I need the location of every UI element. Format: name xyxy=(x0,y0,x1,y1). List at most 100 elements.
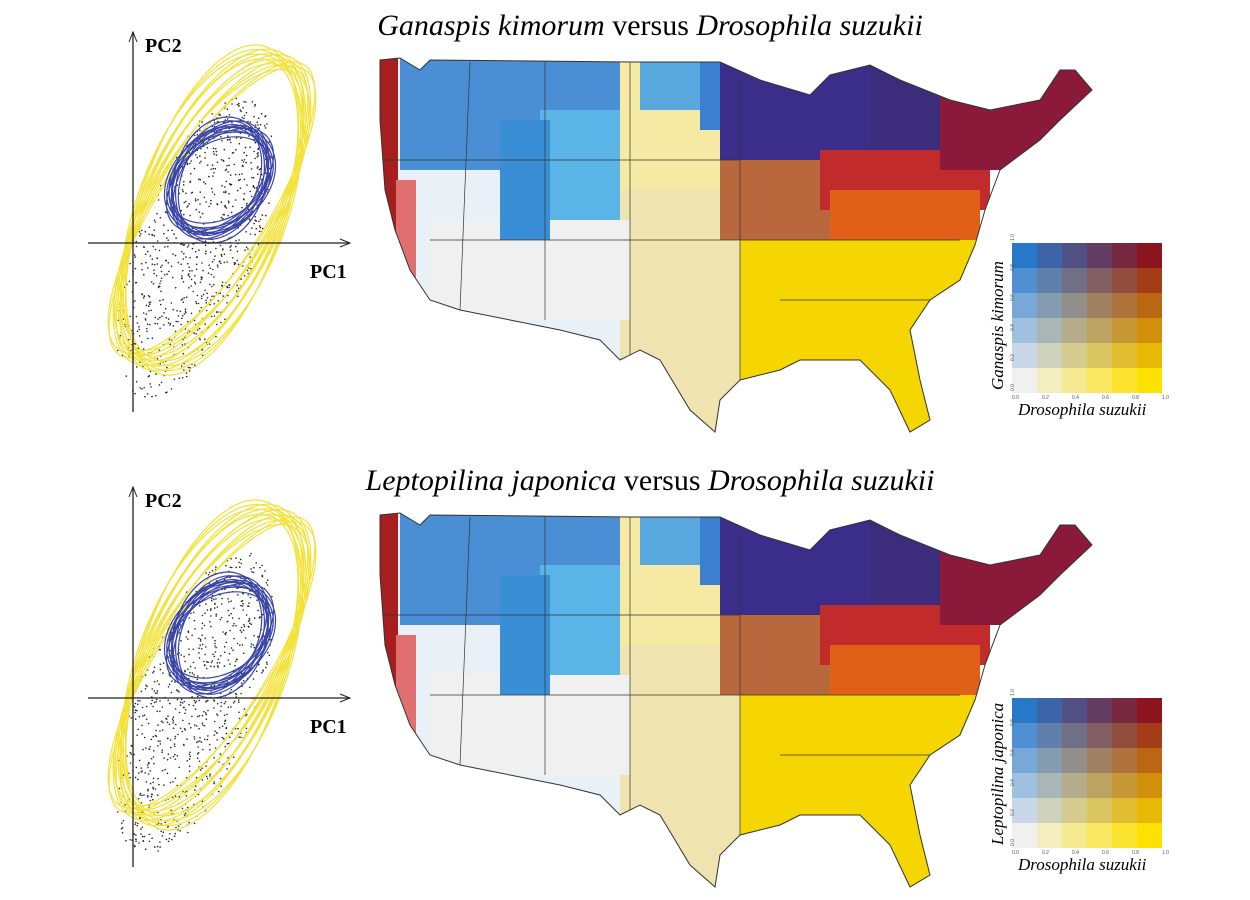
point xyxy=(238,104,240,107)
point xyxy=(149,370,152,373)
point xyxy=(169,343,171,346)
point xyxy=(212,150,215,153)
legend-cell xyxy=(1062,243,1087,268)
point xyxy=(211,285,213,288)
point xyxy=(135,834,137,836)
point xyxy=(220,253,223,256)
point xyxy=(178,691,180,693)
point xyxy=(215,598,217,600)
legend-cell xyxy=(1087,773,1112,798)
legend-cell xyxy=(1087,723,1112,748)
point xyxy=(152,788,154,790)
point xyxy=(251,227,253,229)
point xyxy=(250,168,253,170)
point xyxy=(136,366,138,368)
point xyxy=(215,247,217,250)
legend-cell xyxy=(1087,343,1112,368)
point xyxy=(156,358,159,360)
point xyxy=(134,300,136,302)
point xyxy=(166,391,168,394)
point xyxy=(130,717,133,719)
point xyxy=(152,283,155,285)
point xyxy=(167,753,170,755)
point xyxy=(253,150,255,153)
point xyxy=(219,655,222,657)
point xyxy=(259,616,261,618)
point xyxy=(134,267,137,270)
point xyxy=(198,652,200,654)
point xyxy=(181,344,184,346)
point xyxy=(198,249,200,251)
niche-ellipse xyxy=(112,508,312,822)
point xyxy=(156,680,159,682)
point xyxy=(130,349,132,352)
point xyxy=(213,121,216,124)
point xyxy=(196,715,199,718)
point xyxy=(246,269,249,272)
point xyxy=(188,203,190,205)
legend-x-tick: 0.0 xyxy=(1012,850,1019,856)
point xyxy=(239,109,242,111)
niche-ellipse xyxy=(113,68,311,352)
point xyxy=(223,214,226,216)
point xyxy=(187,244,190,246)
point xyxy=(172,781,174,783)
point xyxy=(265,661,268,664)
point xyxy=(194,724,196,726)
point xyxy=(247,120,249,123)
point xyxy=(190,726,192,729)
point xyxy=(162,662,165,664)
point xyxy=(166,273,168,275)
point xyxy=(227,135,229,137)
point xyxy=(172,325,175,327)
point xyxy=(181,269,184,272)
legend-y-tick: 0.8 xyxy=(1010,719,1016,726)
point xyxy=(213,607,216,609)
point xyxy=(220,135,222,138)
point xyxy=(139,794,141,796)
point xyxy=(252,185,255,187)
legend-cell xyxy=(1012,823,1037,848)
legend-cell xyxy=(1137,293,1162,318)
point xyxy=(245,713,248,716)
legend-cell xyxy=(1137,773,1162,798)
point xyxy=(238,711,240,714)
point xyxy=(249,146,251,148)
legend-x-tick: 0.0 xyxy=(1012,395,1019,401)
point xyxy=(158,683,160,685)
point xyxy=(235,148,237,151)
point xyxy=(218,260,221,263)
point xyxy=(188,753,191,756)
point xyxy=(177,315,180,317)
point xyxy=(184,712,186,715)
point xyxy=(263,125,266,127)
point xyxy=(228,652,231,655)
point xyxy=(194,199,197,202)
point xyxy=(145,313,148,315)
point xyxy=(245,727,248,730)
point xyxy=(258,225,261,227)
legend-x-tick: 1.0 xyxy=(1162,395,1169,401)
point xyxy=(190,612,192,615)
point xyxy=(149,303,151,306)
niche-ellipse xyxy=(107,66,317,354)
legend-cell xyxy=(1137,698,1162,723)
legend-cell xyxy=(1062,723,1087,748)
point xyxy=(261,574,264,577)
arrow xyxy=(339,693,352,703)
point xyxy=(199,638,202,641)
point xyxy=(160,720,163,723)
point xyxy=(249,256,251,258)
point xyxy=(239,187,242,189)
legend-cell xyxy=(1112,798,1137,823)
map-region xyxy=(380,513,398,887)
point xyxy=(214,168,217,170)
point xyxy=(228,601,230,603)
legend-cell xyxy=(1062,268,1087,293)
point xyxy=(183,700,186,703)
point xyxy=(141,835,144,838)
point xyxy=(135,315,138,318)
point xyxy=(262,670,264,672)
point xyxy=(198,125,201,127)
point xyxy=(224,588,226,590)
